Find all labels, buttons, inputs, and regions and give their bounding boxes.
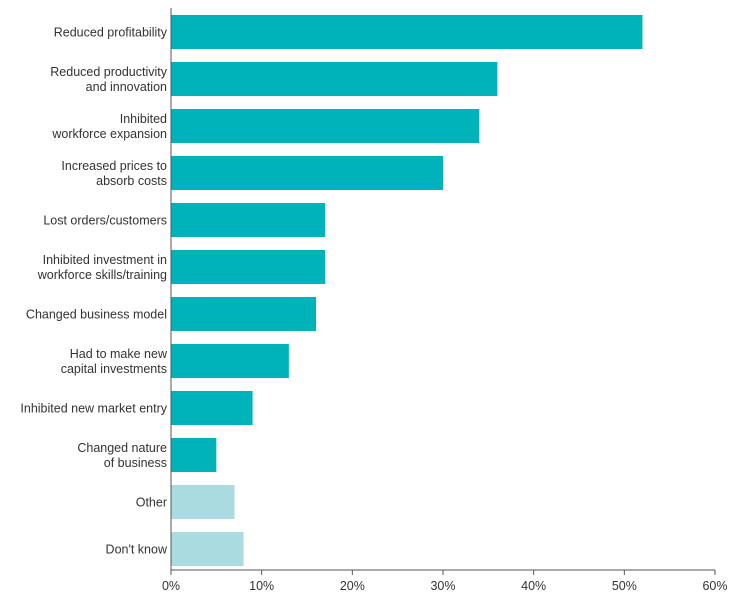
bar-reduced-productivity-and-innovation: [171, 62, 498, 96]
x-tick-label-0: 0%: [162, 579, 180, 593]
bar-don-t-know: [171, 532, 244, 566]
bar-had-to-make-new-capital-investments: [171, 344, 289, 378]
bar-other: [171, 485, 235, 519]
bar-reduced-profitability: [171, 15, 643, 49]
category-label-inhibited-workforce-expansion-line-1: Inhibited: [120, 112, 167, 126]
category-label-increased-prices-to-absorb-costs-line-1: Increased prices to: [61, 159, 167, 173]
category-label-had-to-make-new-capital-investments-line-2: capital investments: [61, 362, 167, 376]
category-label-changed-nature-of-business-line-2: of business: [104, 456, 167, 470]
bar-increased-prices-to-absorb-costs: [171, 156, 443, 190]
bar-inhibited-workforce-expansion: [171, 109, 480, 143]
category-label-reduced-profitability: Reduced profitability: [54, 26, 168, 40]
x-tick-label-30: 30%: [430, 579, 455, 593]
bar-changed-business-model: [171, 297, 317, 331]
category-label-inhibited-investment-in-workforce-skills-training-line-1: Inhibited investment in: [43, 253, 167, 267]
category-label-inhibited-new-market-entry: Inhibited new market entry: [20, 402, 167, 416]
x-tick-label-50: 50%: [612, 579, 637, 593]
x-ticks-group: 0% 10% 20% 30% 40% 50% 60%: [162, 570, 728, 593]
category-label-inhibited-workforce-expansion-line-2: workforce expansion: [51, 127, 167, 141]
category-label-changed-nature-of-business-line-1: Changed nature: [77, 441, 167, 455]
bar-inhibited-new-market-entry: [171, 391, 253, 425]
x-tick-label-40: 40%: [521, 579, 546, 593]
bar-lost-orders-customers: [171, 203, 326, 237]
bars-group: [171, 15, 643, 566]
category-label-lost-orders-customers: Lost orders/customers: [43, 214, 167, 228]
bar-inhibited-investment-in-workforce-skills-training: [171, 250, 326, 284]
category-label-other: Other: [136, 496, 167, 510]
x-tick-label-60: 60%: [702, 579, 727, 593]
x-tick-label-10: 10%: [249, 579, 274, 593]
bar-changed-nature-of-business: [171, 438, 217, 472]
category-label-increased-prices-to-absorb-costs-line-2: absorb costs: [96, 174, 167, 188]
category-labels-group: Reduced profitability Reduced productivit…: [20, 26, 168, 557]
category-label-reduced-productivity-and-innovation-line-2: and innovation: [86, 80, 167, 94]
category-label-inhibited-investment-in-workforce-skills-training-line-2: workforce skills/training: [37, 268, 167, 282]
category-label-changed-business-model: Changed business model: [26, 308, 167, 322]
category-label-don-t-know: Don't know: [106, 543, 168, 557]
category-label-reduced-productivity-and-innovation-line-1: Reduced productivity: [50, 65, 167, 79]
x-tick-label-20: 20%: [340, 579, 365, 593]
category-label-had-to-make-new-capital-investments-line-1: Had to make new: [70, 347, 168, 361]
